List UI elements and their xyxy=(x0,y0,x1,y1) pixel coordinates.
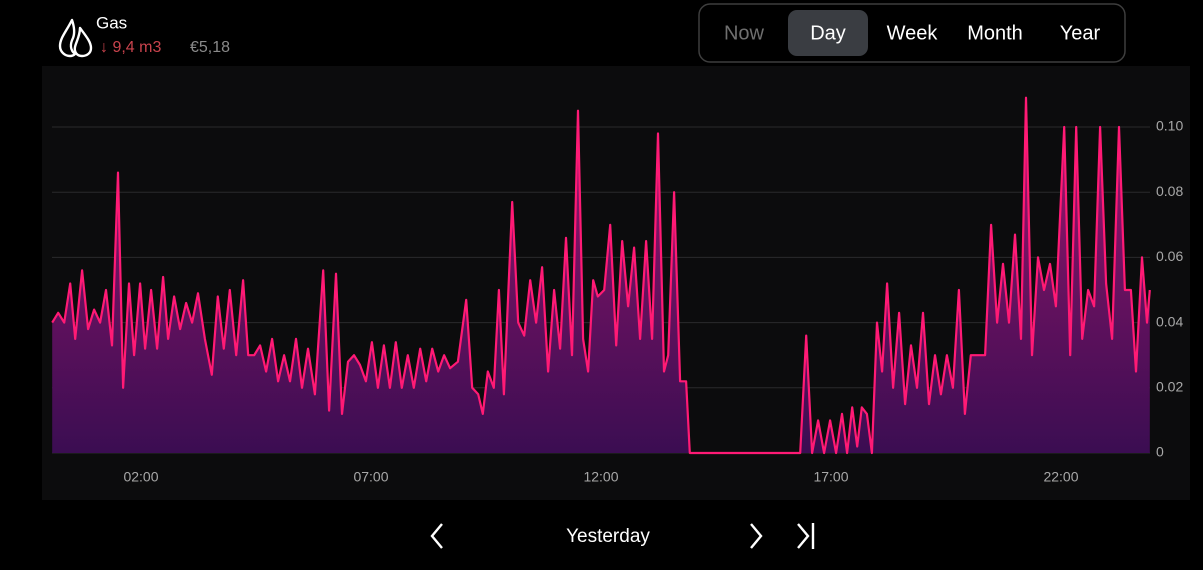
tab[interactable]: Day xyxy=(810,22,846,44)
x-tick-label: 02:00 xyxy=(123,469,158,485)
meter-title: Gas xyxy=(96,13,127,32)
usage: ↓ 9,4 m3 xyxy=(100,39,161,56)
tabs: Now Day Week Month Year xyxy=(724,10,1101,56)
x-tick-label: 07:00 xyxy=(353,469,388,485)
y-tick-label: 0.04 xyxy=(1156,313,1183,329)
tab[interactable]: Week xyxy=(887,22,939,44)
y-tick-label: 0 xyxy=(1156,444,1164,460)
previous-button[interactable] xyxy=(430,523,443,549)
cost: €5,18 xyxy=(190,39,230,56)
y-tick-label: 0.10 xyxy=(1156,118,1183,134)
latest-button[interactable] xyxy=(797,523,815,549)
y-tick-label: 0.02 xyxy=(1156,379,1183,395)
usage-line xyxy=(51,96,1151,455)
y-tick-label: 0.06 xyxy=(1156,248,1183,264)
tab-selected-background xyxy=(788,10,868,56)
x-tick-label: 22:00 xyxy=(1043,469,1078,485)
chart: 0 0.02 0.04 0.06 0.08 0.10 02:00 07:00 12:00 17:0… xyxy=(51,96,1183,485)
x-tick-label: 17:00 xyxy=(813,469,848,485)
tab[interactable]: Month xyxy=(967,22,1023,44)
tab[interactable]: Year xyxy=(1060,22,1101,44)
y-tick-label: 0.08 xyxy=(1156,183,1183,199)
tab[interactable]: Now xyxy=(724,22,765,44)
period-label: Yesterday xyxy=(566,526,650,547)
next-button[interactable] xyxy=(750,523,763,549)
x-tick-label: 12:00 xyxy=(583,469,618,485)
gas-icon xyxy=(58,18,93,58)
